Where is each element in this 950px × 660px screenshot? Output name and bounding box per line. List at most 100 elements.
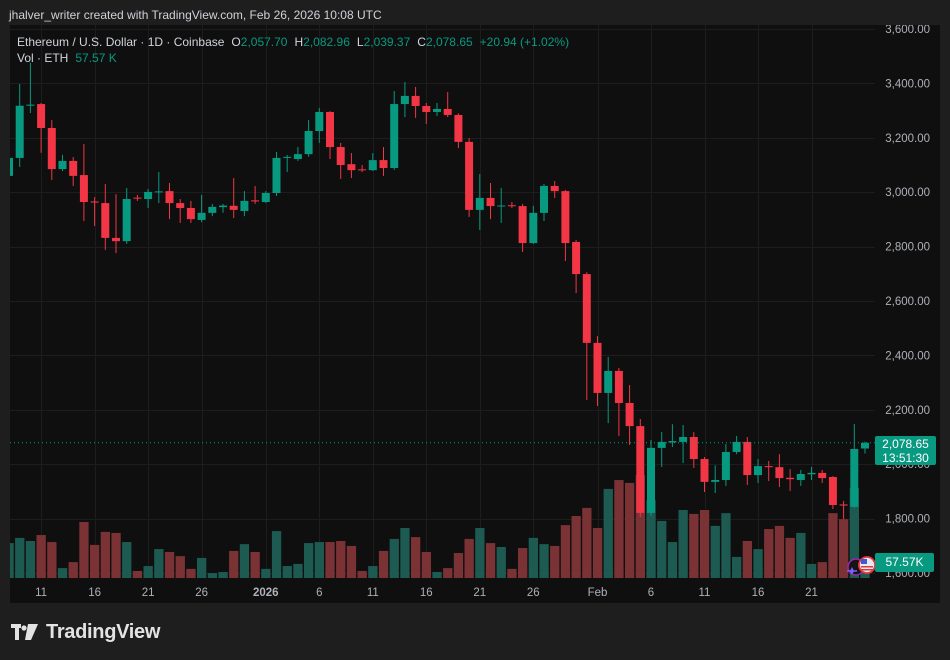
candle	[443, 92, 452, 118]
candle-body	[251, 200, 260, 202]
volume-bar	[25, 541, 36, 578]
last-price-value: 2,078.65	[882, 437, 929, 451]
candle-body	[732, 441, 741, 452]
candle-body	[433, 108, 441, 112]
volume-bar	[464, 538, 474, 578]
candle-body	[754, 466, 762, 476]
candle-body	[186, 207, 195, 220]
price-axis[interactable]: 3,600.00 3,400.00 3,200.00 3,000.00 2,800.00…	[885, 25, 930, 580]
volume-bar	[828, 513, 838, 578]
candle	[497, 188, 506, 223]
volume-indicator-title[interactable]: Vol · ETH	[17, 51, 69, 65]
volume-bar	[111, 532, 121, 578]
candle-body	[304, 131, 313, 155]
candle-body	[293, 154, 302, 160]
volume-bar	[261, 568, 271, 578]
candle-body	[112, 237, 120, 242]
volume-bar	[239, 544, 250, 578]
candle-body	[37, 104, 46, 129]
change-value: +20.94 (+1.02%)	[479, 35, 570, 49]
volume-bar	[79, 521, 89, 578]
candle-body	[26, 104, 35, 106]
candle	[754, 459, 762, 483]
volume-bar	[721, 513, 731, 578]
candle-body	[711, 479, 720, 482]
volume-bar	[10, 543, 14, 578]
volume-bar	[560, 525, 571, 578]
candle-body	[518, 206, 527, 244]
candle-body	[229, 205, 238, 210]
time-axis-label: 21	[142, 587, 155, 599]
volume-bar	[346, 545, 357, 578]
candle-body	[422, 105, 431, 112]
candle	[518, 203, 527, 253]
candle	[818, 469, 827, 483]
candle	[10, 157, 13, 176]
volume-bar	[817, 562, 827, 578]
candle	[229, 178, 238, 219]
candlestick-chart[interactable]: 3,600.00 3,400.00 3,200.00 3,000.00 2,800.00…	[10, 25, 940, 603]
candle	[368, 153, 377, 171]
candle-body	[561, 191, 570, 244]
candle-body	[411, 95, 420, 106]
candle	[486, 182, 495, 220]
volume-bar	[699, 509, 710, 578]
candle	[529, 205, 538, 244]
candle	[154, 172, 163, 204]
volume-bar	[475, 527, 485, 578]
candle-body	[165, 191, 174, 204]
candle-body	[839, 504, 848, 506]
volume-bar	[539, 544, 549, 578]
candle	[379, 147, 388, 176]
time-axis[interactable]: 11 16 21 26 2026 6 11 16 21 26 Feb 6 11 16 21	[35, 587, 818, 599]
candle	[336, 142, 345, 179]
candle-body	[454, 114, 463, 142]
volume-bar	[582, 507, 592, 578]
volume-bar	[164, 551, 175, 578]
candle-body	[208, 206, 217, 213]
time-axis-label: 6	[316, 587, 322, 599]
candle-body	[336, 147, 345, 165]
volume-bar	[57, 568, 68, 578]
candle-body	[775, 467, 784, 479]
us-economic-event-icon[interactable]	[858, 556, 876, 574]
last-price-label: 2,078.65 13:51:30	[875, 436, 936, 465]
volume-bar	[496, 546, 506, 578]
candle	[679, 425, 688, 464]
candles	[10, 62, 869, 520]
chart-panel[interactable]: 3,600.00 3,400.00 3,200.00 3,000.00 2,800.00…	[10, 25, 940, 603]
volume-bar	[293, 563, 303, 578]
candle-body	[10, 157, 13, 176]
volume-bar	[175, 556, 185, 578]
price-legend-row: Ethereum / U.S. Dollar · 1D · Coinbase O…	[17, 34, 569, 50]
candle	[79, 144, 88, 222]
candle	[475, 173, 484, 231]
volume-bar	[90, 544, 100, 578]
candle	[850, 423, 859, 508]
candle-body	[529, 212, 538, 244]
volume-bar	[15, 537, 25, 578]
volume-bar	[689, 513, 699, 578]
symbol-title[interactable]: Ethereum / U.S. Dollar · 1D · Coinbase	[17, 35, 225, 49]
candle	[358, 165, 367, 173]
candle-body	[657, 441, 666, 448]
volume-bar	[400, 527, 410, 578]
candle	[197, 194, 206, 223]
candle-body	[721, 451, 730, 480]
tradingview-logo[interactable]: TradingView	[11, 620, 160, 644]
candle	[711, 465, 720, 494]
candle-body	[69, 160, 78, 176]
time-axis-label: 26	[195, 587, 208, 599]
time-axis-label: 16	[752, 587, 765, 599]
candle	[839, 500, 848, 520]
volume-bar	[796, 532, 806, 578]
volume-bar	[806, 563, 817, 578]
price-axis-label: 3,600.00	[885, 25, 930, 36]
candle	[283, 154, 292, 173]
candle-body	[786, 477, 795, 480]
high-value: 2,082.96	[303, 35, 350, 49]
candle	[861, 441, 869, 454]
candle-body	[572, 241, 581, 275]
candle-body	[625, 403, 634, 427]
candle	[775, 454, 784, 488]
